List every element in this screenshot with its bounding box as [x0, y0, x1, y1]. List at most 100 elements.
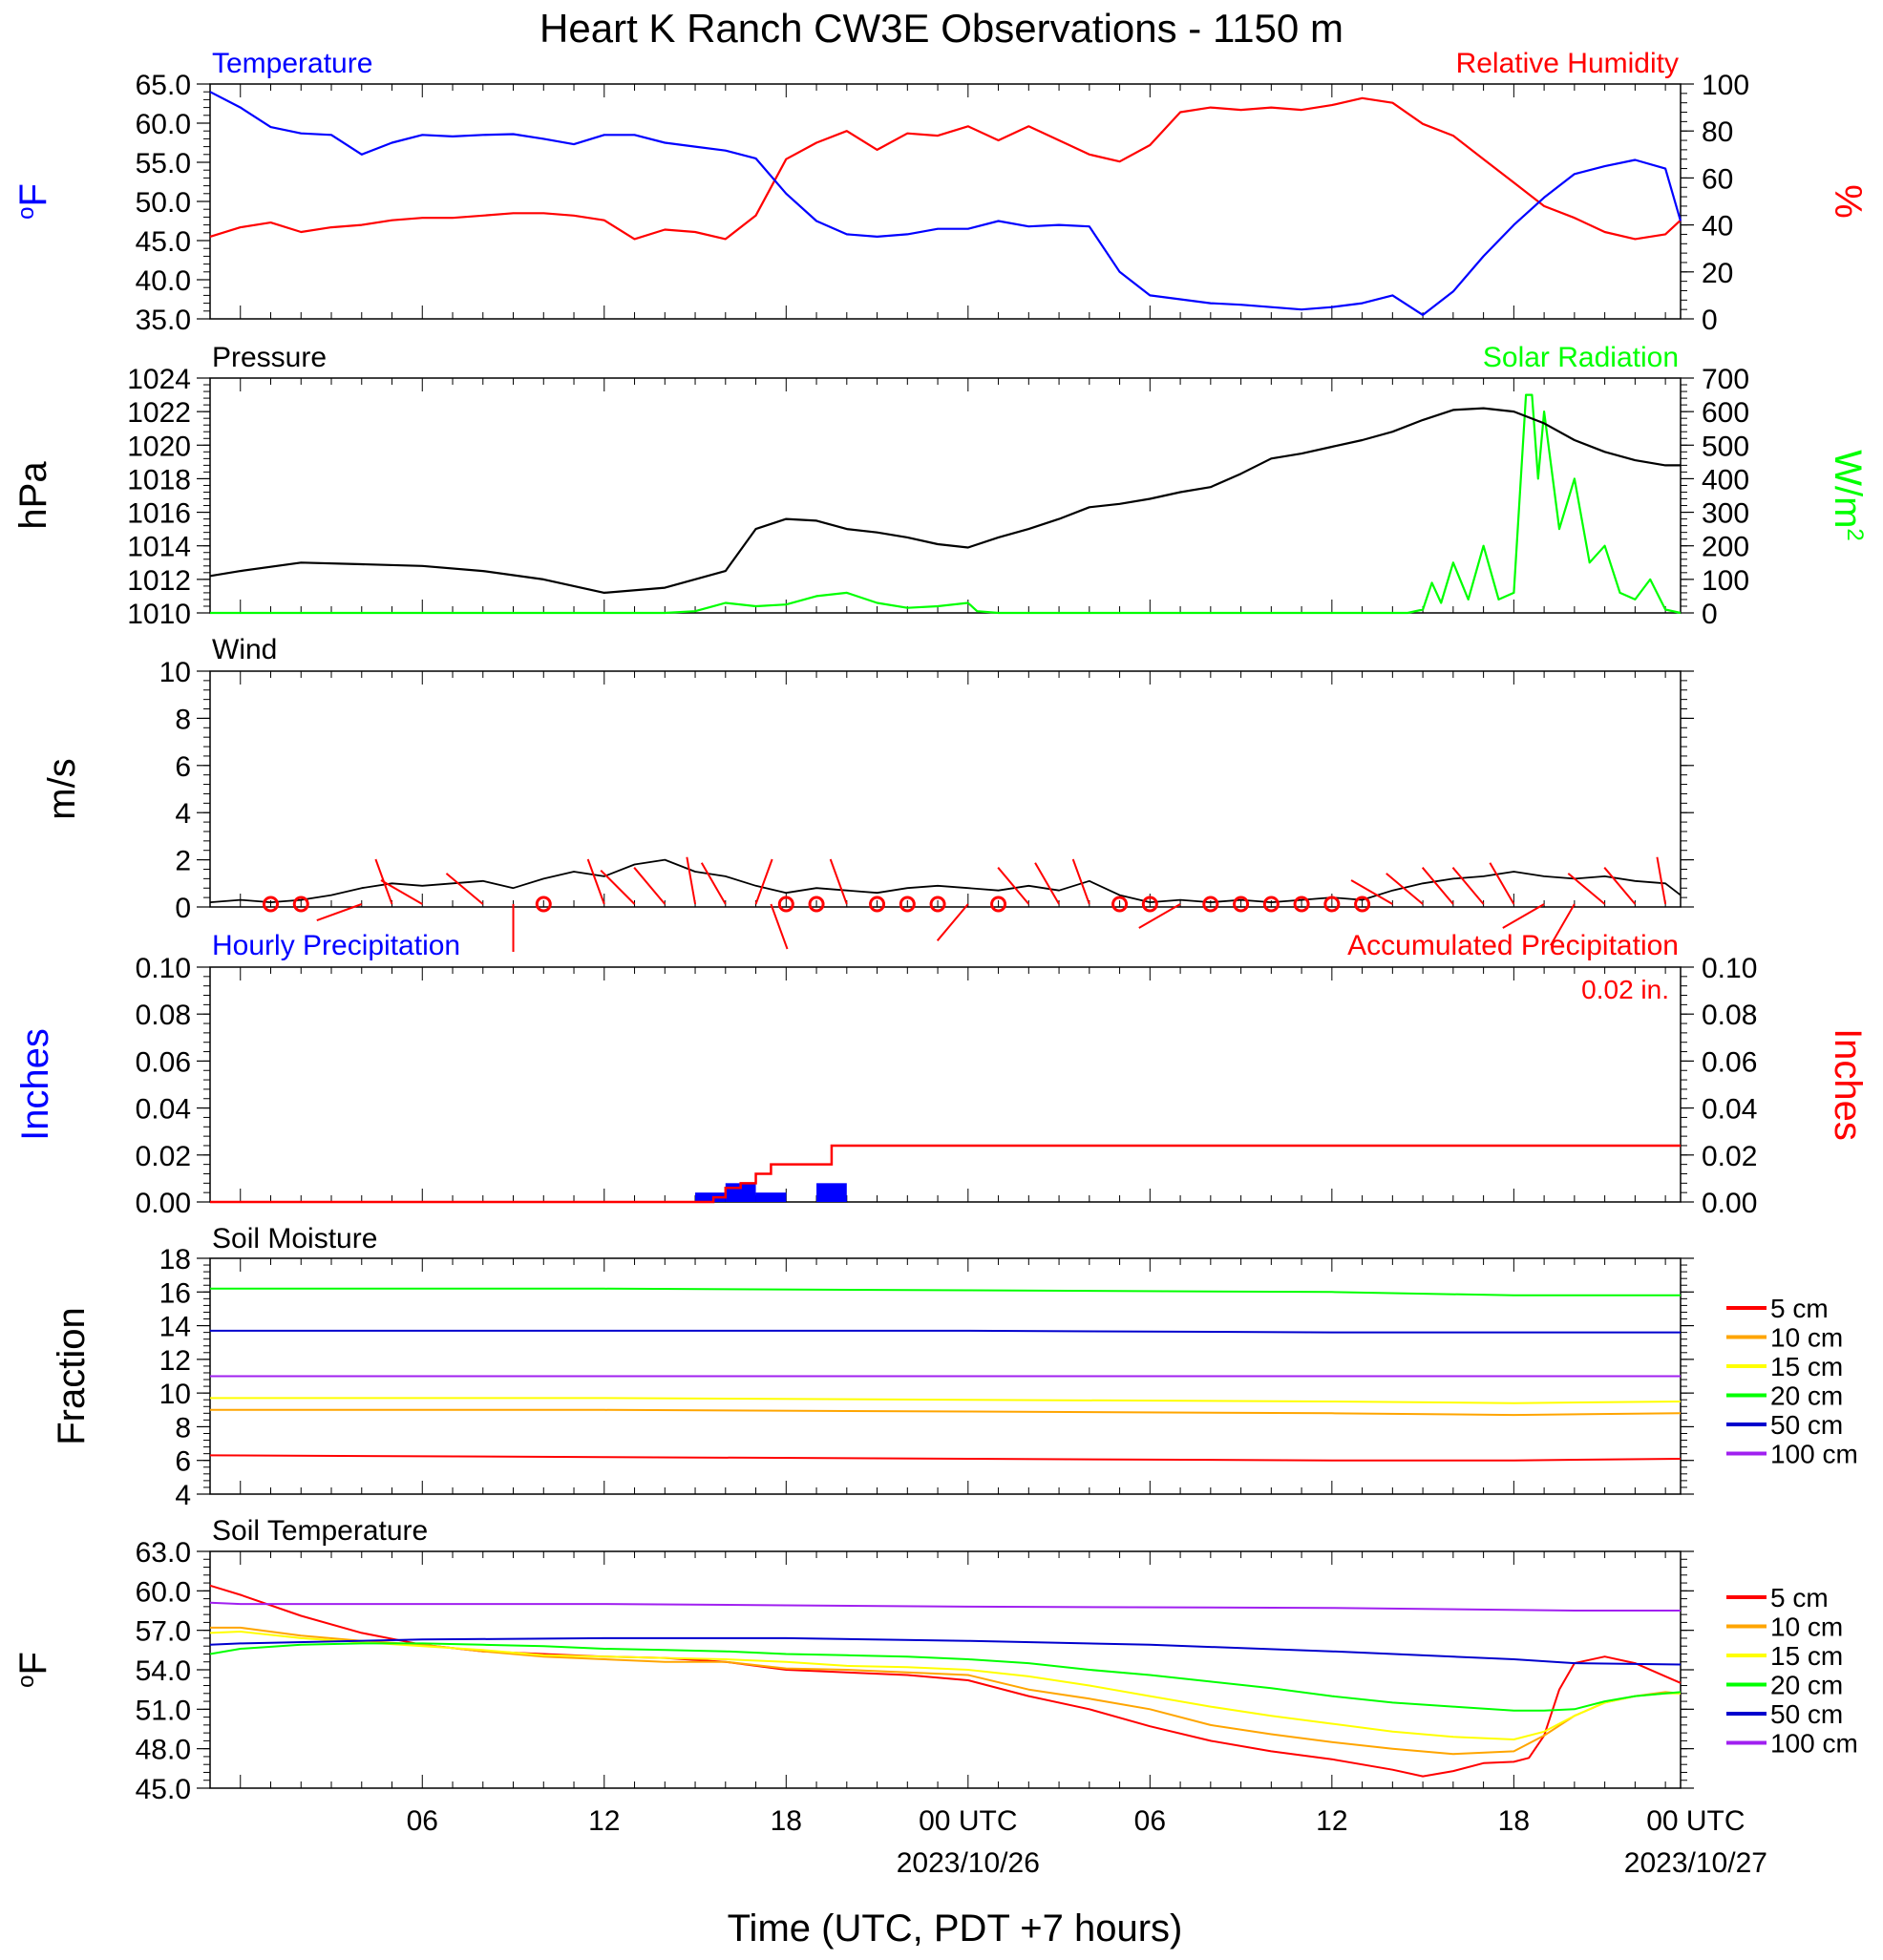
y-tick-label-5: 60.0 — [136, 1576, 191, 1608]
x-axis-label: Time (UTC, PDT +7 hours) — [728, 1907, 1183, 1949]
y-right-tick-label-0: 60 — [1702, 163, 1733, 195]
left-unit-label-sup: o — [13, 1675, 39, 1688]
y-tick-label-3: 0.10 — [136, 953, 191, 984]
y-tick-label-3: 0.06 — [136, 1046, 191, 1078]
y-tick-label-0: 65.0 — [136, 70, 191, 101]
wind-calm-marker — [1354, 896, 1371, 913]
y-tick-label-2: 0 — [175, 893, 191, 924]
y-tick-label-2: 2 — [175, 846, 191, 877]
y-right-tick-label-1: 0 — [1702, 599, 1718, 630]
wind-barb — [445, 873, 484, 905]
y-tick-label-5: 51.0 — [136, 1695, 191, 1726]
wind-calm-marker — [929, 896, 946, 913]
y-right-tick-label-1: 400 — [1702, 464, 1749, 495]
series-50-cm — [210, 1329, 1681, 1334]
panel-left-title: Hourly Precipitation — [212, 930, 460, 961]
left-unit-label-base: F — [12, 183, 54, 206]
y-tick-label-3: 0.08 — [136, 1000, 191, 1031]
panel-frame-1 — [209, 377, 1682, 614]
y-tick-label-0: 60.0 — [136, 109, 191, 140]
panel-left-title: Pressure — [212, 342, 327, 373]
y-right-tick-label-0: 20 — [1702, 258, 1733, 289]
panel-right-title: Solar Radiation — [1483, 342, 1679, 373]
chart-title: Heart K Ranch CW3E Observations - 1150 m — [540, 6, 1343, 51]
wind-barb — [1071, 858, 1090, 905]
wind-barb — [686, 856, 697, 905]
wind-calm-marker — [535, 896, 552, 913]
wind-calm-marker — [292, 896, 309, 913]
left-unit-label-base: Inches — [14, 1028, 56, 1141]
series-relative-humidity — [209, 96, 1682, 241]
y-tick-label-0: 55.0 — [136, 148, 191, 179]
y-right-tick-label-0: 80 — [1702, 116, 1733, 148]
wind-barb — [1549, 903, 1576, 946]
wind-barb — [380, 879, 423, 905]
wind-barb — [997, 867, 1030, 905]
legend-label: 50 cm — [1770, 1699, 1843, 1729]
wind-calm-marker — [777, 896, 794, 913]
y-tick-label-1: 1016 — [127, 498, 191, 530]
x-tick-label: 18 — [771, 1805, 802, 1837]
legend-label: 50 cm — [1770, 1410, 1843, 1440]
y-tick-label-0: 50.0 — [136, 187, 191, 219]
wind-barb — [600, 869, 636, 905]
wind-calm-marker — [1262, 896, 1280, 913]
series-wind-speed — [209, 858, 1682, 903]
left-unit-label-base: m/s — [41, 758, 83, 819]
wind-barb — [1451, 867, 1485, 905]
panel-frame-3 — [209, 966, 1682, 1203]
wind-barb — [1386, 873, 1424, 905]
y-tick-label-1: 1010 — [127, 599, 191, 630]
x-tick-label: 12 — [588, 1805, 620, 1837]
y-tick-label-4: 14 — [159, 1312, 191, 1343]
wind-barb — [770, 903, 789, 950]
wind-barb — [829, 858, 848, 905]
x-tick-label: 06 — [1134, 1805, 1166, 1837]
legend-label: 5 cm — [1770, 1294, 1829, 1323]
wind-barb — [1421, 867, 1454, 905]
right-unit-label-base: Inches — [1827, 1028, 1869, 1141]
wind-barb — [316, 903, 363, 922]
legend-label: 20 cm — [1770, 1381, 1843, 1411]
series-accumulated-precipitation — [210, 1144, 1681, 1204]
wind-barb — [1350, 879, 1393, 905]
legend-label: 15 cm — [1770, 1352, 1843, 1381]
hourly-precip-bar — [695, 1192, 726, 1202]
left-unit-label-sup: o — [13, 207, 39, 220]
y-right-tick-label-3: 0.00 — [1702, 1188, 1757, 1219]
panel-precipitation: 0.10 0.08 0.06 0.04 0.02 0.00 0.10 0.08 0.06 0.04… — [14, 930, 1869, 1219]
right-unit-label: Inches — [1827, 1028, 1869, 1141]
x-tick-label: 06 — [407, 1805, 438, 1837]
y-tick-label-2: 4 — [175, 798, 191, 830]
left-unit-label: oF — [12, 1652, 54, 1688]
panel-title: Soil Temperature — [212, 1515, 428, 1547]
y-right-tick-label-3: 0.06 — [1702, 1046, 1757, 1078]
wind-calm-marker — [869, 896, 886, 913]
panel-title: Wind — [212, 634, 277, 665]
legend-label: 10 cm — [1770, 1323, 1843, 1353]
x-axis: 06 12 18 00 UTC 2023/10/26 06 12 18 00 UTC 2023/1… — [407, 1805, 1767, 1879]
y-tick-label-0: 35.0 — [136, 305, 191, 336]
panel-right-title: Relative Humidity — [1456, 48, 1679, 79]
y-right-tick-label-1: 500 — [1702, 431, 1749, 462]
y-right-tick-label-3: 0.02 — [1702, 1141, 1757, 1172]
y-right-tick-label-0: 100 — [1702, 70, 1749, 101]
y-tick-label-5: 54.0 — [136, 1655, 191, 1687]
y-tick-label-5: 57.0 — [136, 1616, 191, 1648]
x-tick-label: 00 UTC — [919, 1805, 1017, 1837]
y-tick-label-5: 45.0 — [136, 1774, 191, 1805]
y-tick-label-1: 1012 — [127, 565, 191, 597]
series-5-cm — [209, 1454, 1682, 1462]
right-unit-label-base: W/m — [1827, 450, 1869, 528]
series-15-cm — [209, 1631, 1681, 1740]
y-right-tick-label-0: 0 — [1702, 305, 1718, 336]
left-unit-label: oF — [12, 183, 54, 220]
wind-calm-marker — [990, 896, 1007, 913]
wind-barb — [1603, 867, 1637, 905]
y-tick-label-4: 16 — [159, 1277, 191, 1309]
wind-calm-marker — [1323, 896, 1341, 913]
y-tick-label-4: 12 — [159, 1345, 191, 1377]
y-tick-label-3: 0.04 — [136, 1094, 191, 1126]
